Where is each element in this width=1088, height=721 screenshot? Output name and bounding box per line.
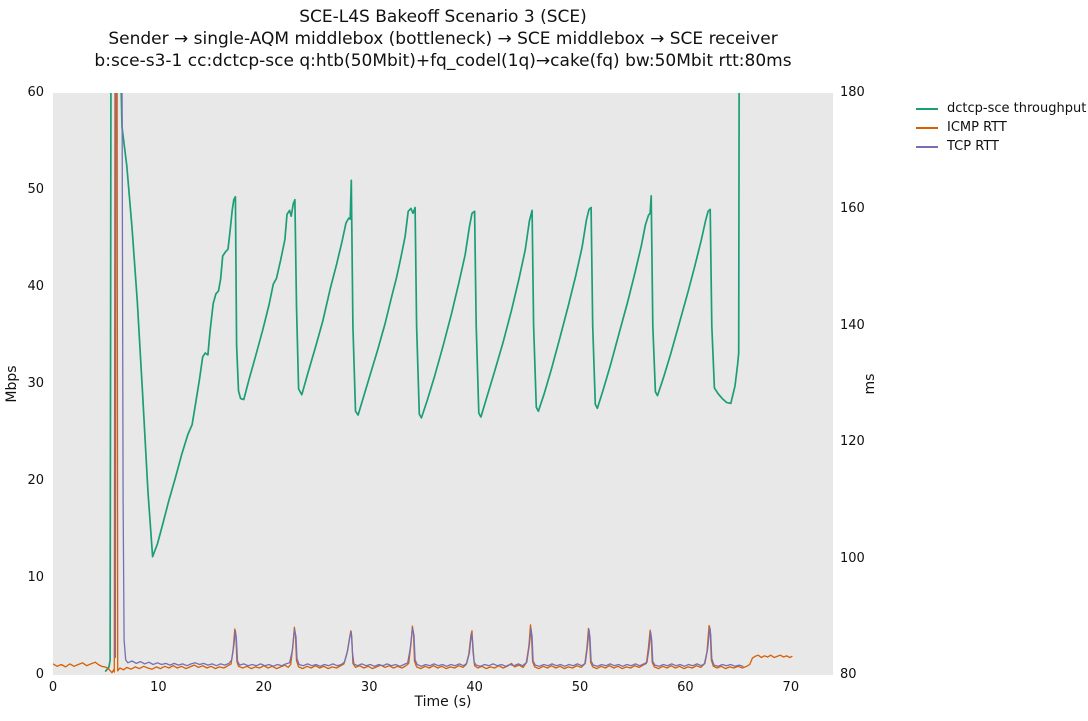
chart-title-block: SCE-L4S Bakeoff Scenario 3 (SCE) Sender …: [53, 6, 833, 72]
left-tick-label-10: 10: [27, 570, 44, 585]
left-tick-label-20: 20: [27, 473, 44, 488]
chart-title: SCE-L4S Bakeoff Scenario 3 (SCE): [299, 7, 587, 27]
x-tick-label-0: 0: [48, 680, 58, 695]
x-tick-label-30: 30: [360, 680, 378, 695]
legend-item-icmp-rtt: ICMP RTT: [916, 118, 1086, 137]
right-tick-label-80: 80: [840, 667, 857, 682]
legend-line-swatch-tcp-rtt: [916, 145, 938, 148]
legend-line-swatch-icmp-rtt: [916, 126, 938, 129]
left-tick-label-60: 60: [27, 85, 44, 100]
x-tick-label-70: 70: [782, 680, 800, 695]
y-axis-label-left: Mbps: [4, 365, 20, 403]
x-tick-label-60: 60: [677, 680, 694, 695]
icmp-rtt-line: [53, 93, 793, 674]
x-axis-label: Time (s): [414, 694, 472, 710]
plot-area: [53, 93, 833, 675]
chart-subtitle-2: b:sce-s3-1 cc:dctcp-sce q:htb(50Mbit)+fq…: [94, 51, 792, 71]
legend-label-throughput: dctcp-sce throughput: [947, 101, 1087, 116]
legend: dctcp-sce throughput ICMP RTT TCP RTT: [916, 99, 1086, 156]
left-tick-label-40: 40: [27, 279, 44, 294]
legend-label-tcp-rtt: TCP RTT: [947, 139, 999, 154]
right-tick-label-140: 140: [840, 317, 865, 333]
tcp-rtt-line: [114, 93, 744, 667]
legend-label-icmp-rtt: ICMP RTT: [947, 120, 1007, 135]
right-tick-label-180: 180: [840, 85, 865, 100]
legend-line-swatch-throughput: [916, 107, 938, 110]
x-tick-label-50: 50: [571, 680, 589, 695]
legend-item-throughput: dctcp-sce throughput: [916, 99, 1086, 118]
y-axis-label-right: ms: [862, 373, 878, 395]
x-tick-label-40: 40: [466, 680, 483, 695]
right-tick-label-120: 120: [840, 434, 865, 450]
right-tick-label-100: 100: [840, 550, 865, 566]
legend-item-tcp-rtt: TCP RTT: [916, 137, 1086, 156]
x-tick-label-20: 20: [255, 680, 273, 695]
chart-subtitle-1: Sender → single-AQM middlebox (bottlenec…: [108, 29, 778, 49]
left-tick-label-50: 50: [27, 182, 44, 197]
plot-canvas: [53, 93, 793, 674]
left-tick-label-0: 0: [35, 667, 44, 682]
right-tick-label-160: 160: [840, 201, 865, 217]
dctcp-sce-throughput-line: [104, 93, 740, 672]
x-tick-label-10: 10: [150, 680, 167, 695]
left-tick-label-30: 30: [27, 376, 44, 391]
